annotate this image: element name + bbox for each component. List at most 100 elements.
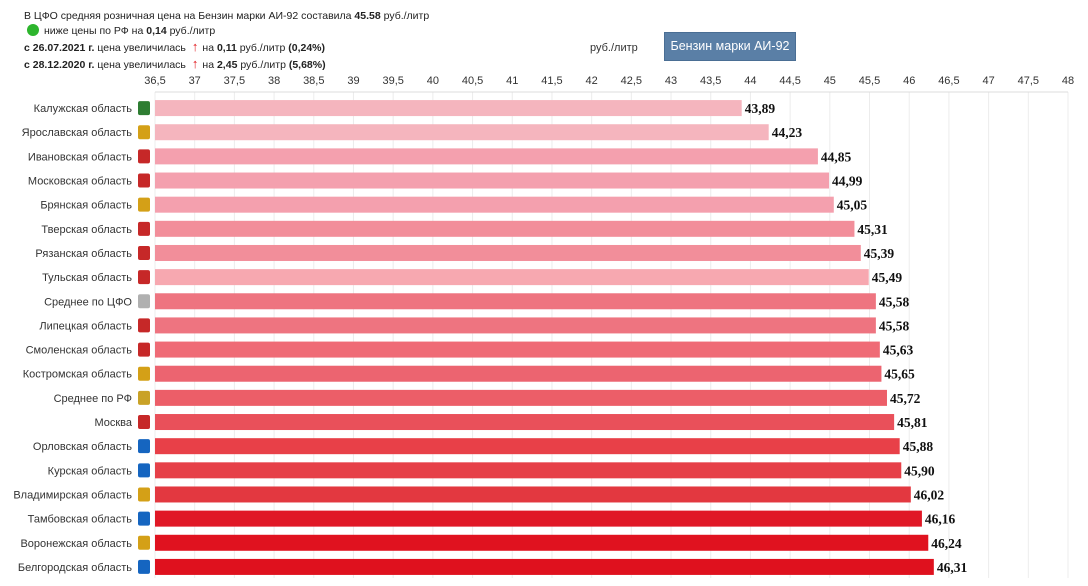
x-tick-label: 48: [1062, 75, 1074, 87]
bar-value-label: 45,81: [897, 415, 928, 430]
category-label: Орловская область: [33, 441, 132, 453]
region-emblem-icon: [138, 463, 150, 478]
bar-value-label: 45,49: [872, 270, 903, 285]
category-label: Тамбовская область: [28, 514, 133, 526]
bar-value-label: 43,89: [745, 101, 776, 116]
bar-value-label: 45,65: [884, 367, 915, 382]
bar[interactable]: [155, 462, 902, 479]
bar[interactable]: [155, 148, 818, 165]
summary-line-4-text: цена увеличилась: [94, 59, 186, 71]
region-emblem-icon: [138, 173, 150, 188]
bar[interactable]: [155, 293, 876, 310]
x-tick-label: 44: [744, 75, 756, 87]
bar[interactable]: [155, 220, 855, 237]
summary-line-2-unit: руб./литр: [166, 25, 216, 37]
summary-line-3-delta: 0,11: [216, 42, 237, 54]
bar[interactable]: [155, 269, 869, 286]
category-label: Смоленская область: [26, 345, 133, 357]
region-emblem-icon: [138, 294, 150, 309]
green-dot-icon: [27, 24, 39, 36]
bar[interactable]: [155, 486, 911, 503]
x-tick-label: 37,5: [224, 75, 245, 87]
category-label: Рязанская область: [35, 248, 132, 260]
summary-line-1-text: В ЦФО средняя розничная цена на Бензин м…: [24, 10, 355, 22]
x-tick-label: 37: [189, 75, 201, 87]
region-emblem-icon: [138, 270, 150, 285]
region-emblem-icon: [138, 366, 150, 381]
bar-value-label: 45,31: [857, 222, 888, 237]
x-tick-label: 46: [903, 75, 915, 87]
x-tick-label: 36,5: [144, 75, 165, 87]
x-tick-label: 38,5: [303, 75, 324, 87]
region-emblem-icon: [138, 511, 150, 526]
category-label: Тверская область: [41, 224, 132, 236]
region-emblem-icon: [138, 101, 150, 116]
bar-value-label: 46,02: [914, 487, 945, 502]
bar[interactable]: [155, 534, 929, 551]
bar[interactable]: [155, 172, 830, 189]
bar[interactable]: [155, 365, 882, 382]
summary-line-2-text: ниже цены по РФ на: [44, 25, 147, 37]
bar-value-label: 45,63: [883, 343, 914, 358]
bar-value-label: 45,58: [879, 294, 910, 309]
summary-diff-value: 0,14: [146, 25, 167, 37]
summary-line-3-pct: (0,24%): [288, 42, 326, 54]
category-label: Тульская область: [42, 272, 132, 284]
bar[interactable]: [155, 438, 900, 455]
bar[interactable]: [155, 244, 861, 261]
x-tick-label: 45,5: [859, 75, 880, 87]
summary-line-3-text: цена увеличилась: [94, 42, 186, 54]
bar-value-label: 46,24: [931, 536, 962, 551]
region-emblem-icon: [138, 149, 150, 164]
arrow-up-icon: ↑: [191, 39, 199, 54]
x-tick-label: 43,5: [700, 75, 721, 87]
region-emblem-icon: [138, 245, 150, 260]
region-emblem-icon: [138, 342, 150, 357]
x-tick-label: 44,5: [779, 75, 800, 87]
category-label: Белгородская область: [18, 562, 132, 574]
region-emblem-icon: [138, 535, 150, 550]
x-tick-label: 43: [665, 75, 677, 87]
bar-value-label: 45,05: [837, 198, 868, 213]
x-tick-label: 39,5: [382, 75, 403, 87]
bar[interactable]: [155, 558, 934, 575]
bar[interactable]: [155, 100, 742, 117]
bar[interactable]: [155, 196, 834, 213]
summary-line-3-unit: руб./литр: [236, 42, 289, 54]
category-label: Калужская область: [34, 103, 133, 115]
summary-price-value: 45.58: [354, 10, 381, 22]
bar-value-label: 45,90: [904, 463, 935, 478]
fuel-type-button[interactable]: Бензин марки АИ-92: [664, 32, 796, 61]
bar[interactable]: [155, 317, 876, 334]
summary-line-4-unit: руб./литр: [237, 59, 289, 71]
summary-unit: руб./литр: [380, 10, 430, 22]
x-tick-label: 41: [506, 75, 518, 87]
x-tick-label: 40: [427, 75, 439, 87]
region-emblem-icon: [138, 125, 150, 140]
bar[interactable]: [155, 124, 769, 141]
category-label: Воронежская область: [20, 538, 132, 550]
summary-line-4-pct: (5,68%): [288, 59, 326, 71]
summary-line-3-prefix: на: [202, 42, 217, 54]
bar[interactable]: [155, 389, 887, 406]
summary-line-4-delta: 2,45: [216, 59, 238, 71]
bar-value-label: 44,99: [832, 174, 863, 189]
region-emblem-icon: [138, 318, 150, 333]
arrow-up-icon: ↑: [191, 56, 199, 71]
category-label: Москва: [94, 417, 132, 429]
x-tick-label: 47,5: [1018, 75, 1039, 87]
summary-line-4-date: с 28.12.2020 г.: [24, 59, 95, 71]
bar-value-label: 45,72: [890, 391, 921, 406]
category-label: Московская область: [28, 176, 132, 188]
bar[interactable]: [155, 341, 880, 358]
category-label: Среднее по ЦФО: [44, 296, 132, 308]
bar[interactable]: [155, 414, 895, 431]
x-tick-label: 47: [982, 75, 994, 87]
category-label: Ярославская область: [22, 127, 133, 139]
bar[interactable]: [155, 510, 922, 527]
x-tick-label: 46,5: [938, 75, 959, 87]
bar-value-label: 44,23: [772, 125, 803, 140]
x-tick-label: 41,5: [541, 75, 562, 87]
x-tick-label: 39: [347, 75, 359, 87]
bar-value-label: 46,31: [937, 560, 968, 575]
